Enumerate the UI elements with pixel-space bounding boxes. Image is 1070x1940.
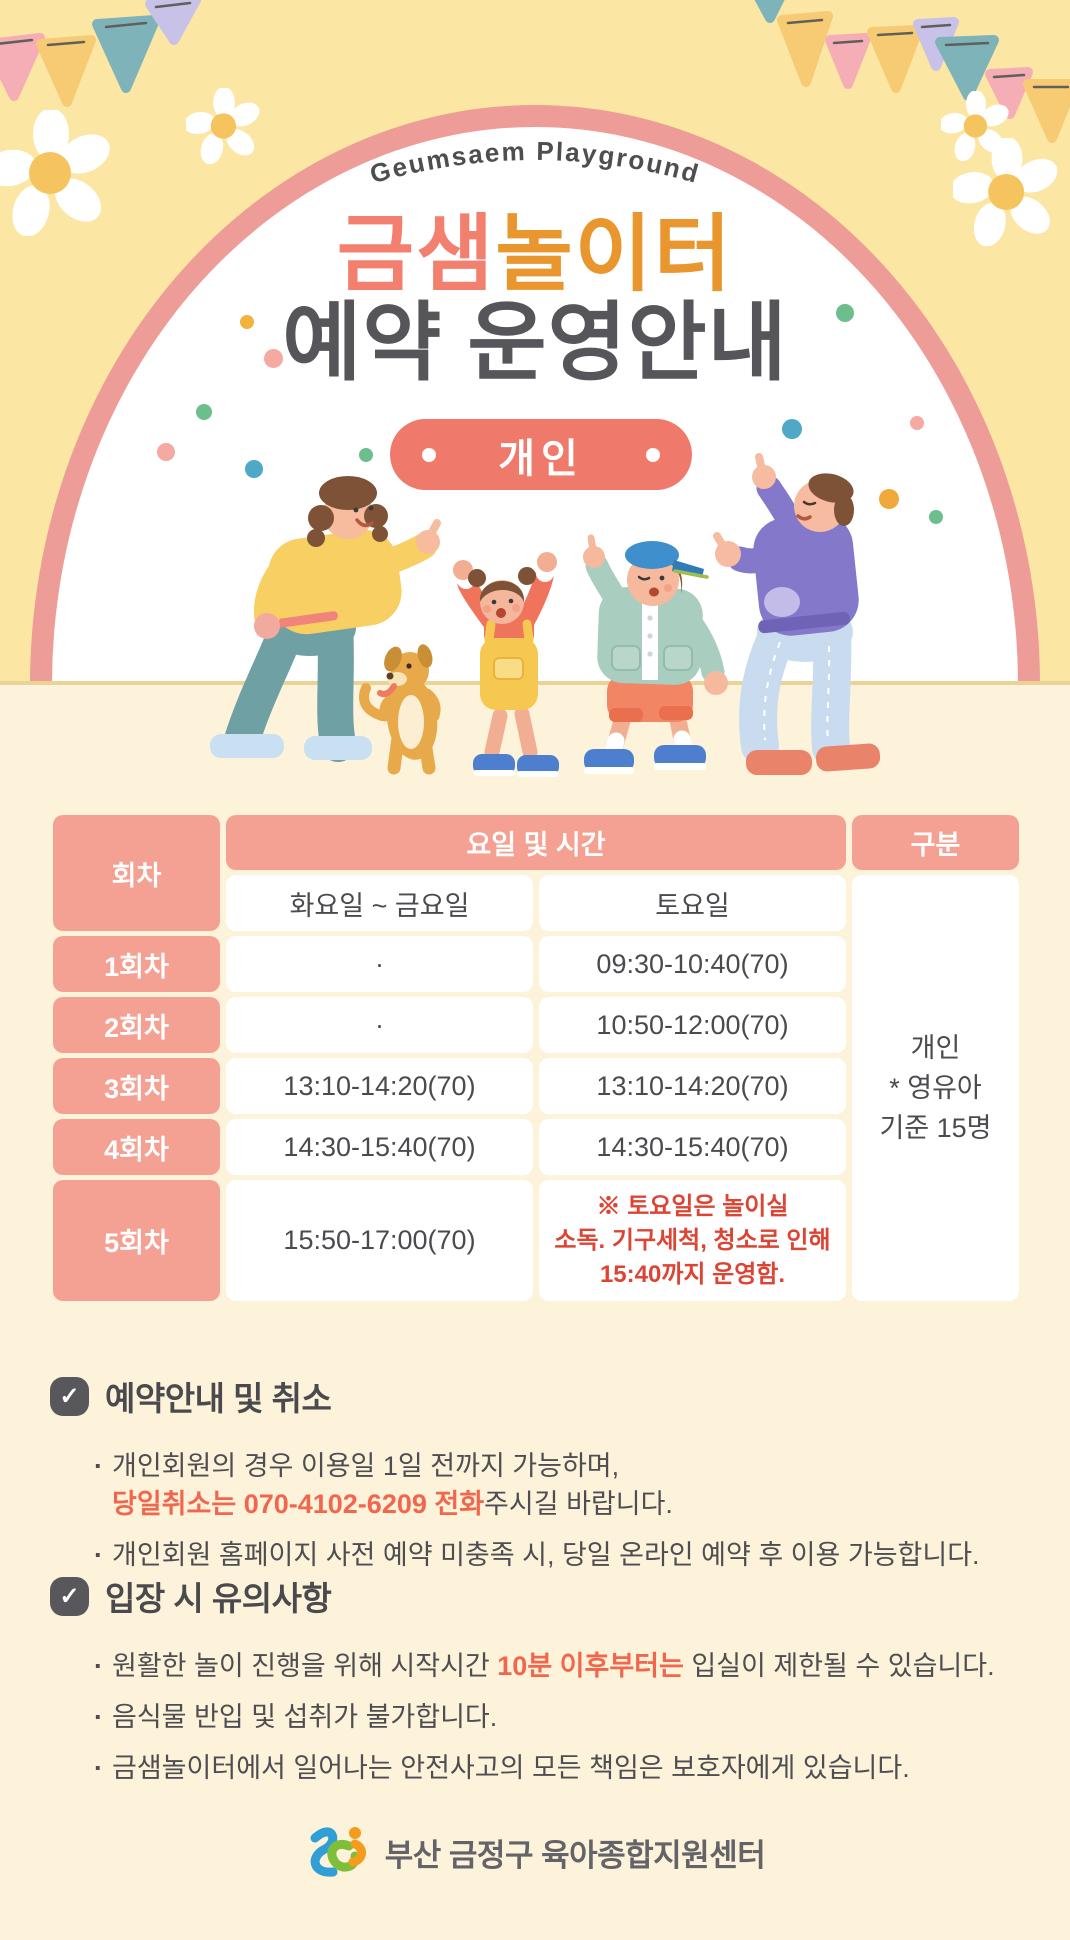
- bullet-text: 개인회원 홈페이지 사전 예약 미충족 시, 당일 온라인 예약 후 이용 가능…: [112, 1540, 980, 1570]
- confetti-dot-icon: [836, 304, 854, 322]
- confetti-dot-icon: [196, 404, 212, 420]
- daisy-flower-icon: [953, 138, 1058, 246]
- bullet-dot-icon: ·: [94, 1702, 103, 1732]
- daisy-flower-icon: [0, 110, 110, 236]
- confetti-dot-icon: [240, 315, 254, 329]
- dancing-family-illustration-icon: [210, 453, 881, 777]
- daisy-flower-icon: [941, 91, 1009, 161]
- table-cell-saturday: 13:10-14:20(70): [539, 1058, 846, 1114]
- badge-dot-icon: [422, 447, 436, 462]
- table-header-category: 구분: [852, 815, 1019, 870]
- badge-dot-icon: [646, 447, 660, 462]
- table-row-session: 4회차: [53, 1119, 220, 1175]
- notice-entry-precautions: ✓ 입장 시 유의사항 · 원활한 놀이 진행을 위해 시작시간 10분 이후부…: [50, 1572, 1025, 1787]
- table-cell-weekdays: 15:50-17:00(70): [226, 1180, 533, 1301]
- individual-badge: 개인: [390, 419, 692, 490]
- bullet-text: 음식물 반입 및 섭취가 불가합니다.: [112, 1702, 498, 1732]
- table-cell-saturday: 09:30-10:40(70): [539, 936, 846, 992]
- category-line: * 영유아: [889, 1073, 982, 1103]
- daisy-flower-icon: [186, 88, 260, 164]
- confetti-dot-icon: [879, 489, 899, 509]
- confetti-dot-icon: [245, 460, 263, 478]
- center-logo-icon: [310, 1827, 366, 1877]
- table-header-daytime: 요일 및 시간: [226, 815, 846, 870]
- notice-bullet: · 개인회원 홈페이지 사전 예약 미충족 시, 당일 온라인 예약 후 이용 …: [94, 1536, 1025, 1574]
- organization-name: 부산 금정구 육아종합지원센터: [384, 1837, 766, 1873]
- table-row-session: 3회차: [53, 1058, 220, 1114]
- dad-figure: [713, 453, 881, 775]
- bullet-dot-icon: ·: [94, 1451, 103, 1481]
- saturday-note-line: ※ 토요일은 놀이실: [596, 1192, 789, 1220]
- confetti-dot-icon: [910, 416, 924, 430]
- bullet-dot-icon: ·: [94, 1651, 103, 1681]
- bunting-right-icon: [754, 0, 1070, 143]
- mom-figure: [210, 476, 441, 762]
- table-cell-weekdays: 14:30-15:40(70): [226, 1119, 533, 1175]
- confetti-dot-icon: [264, 349, 283, 368]
- saturday-note-line: 소독. 기구세척, 청소로 인해: [554, 1226, 831, 1254]
- table-cell-weekdays: ·: [226, 997, 533, 1053]
- table-cell-weekdays: ·: [226, 936, 533, 992]
- notice-bullet: · 개인회원의 경우 이용일 1일 전까지 가능하며, 당일취소는 070-410…: [94, 1447, 1025, 1523]
- bullet-text: 개인회원의 경우 이용일 1일 전까지 가능하며, 당일취소는 070-4102-…: [112, 1451, 673, 1519]
- confetti-dot-icon: [157, 443, 175, 461]
- table-cell-saturday: 10:50-12:00(70): [539, 997, 846, 1053]
- check-icon: ✓: [50, 1576, 89, 1616]
- bullet-dot-icon: ·: [94, 1753, 103, 1783]
- table-cell-weekdays: 13:10-14:20(70): [226, 1058, 533, 1114]
- bunting-left-icon: [0, 0, 201, 107]
- bullet-text: 원활한 놀이 진행을 위해 시작시간 10분 이후부터는 입실이 제한될 수 있…: [112, 1651, 995, 1681]
- notice-bullet: · 원활한 놀이 진행을 위해 시작시간 10분 이후부터는 입실이 제한될 수…: [94, 1647, 1025, 1685]
- table-row-session: 1회차: [53, 936, 220, 992]
- highlighted-time-text: 10분 이후부터는: [497, 1651, 684, 1681]
- notice-reservation-cancel: ✓ 예약안내 및 취소 · 개인회원의 경우 이용일 1일 전까지 가능하며, 당…: [50, 1372, 1025, 1574]
- saturday-note-line: 15:40까지 운영함.: [599, 1260, 786, 1288]
- category-line: 기준 15명: [879, 1113, 992, 1143]
- svg-text:· Geumsaem Playground ·: · Geumsaem Playground ·: [370, 122, 700, 189]
- highlighted-phone-text: 당일취소는 070-4102-6209 전화: [112, 1489, 485, 1519]
- title-part-coral: 금샘: [336, 207, 496, 301]
- tagline-text: · Geumsaem Playground ·: [370, 122, 700, 189]
- bullet-dot-icon: ·: [94, 1540, 103, 1570]
- table-header-session: 회차: [53, 815, 220, 931]
- table-subheader-weekdays: 화요일 ~ 금요일: [226, 875, 533, 931]
- badge-label: 개인: [498, 436, 584, 481]
- title-part-orange: 놀이터: [495, 207, 734, 301]
- table-cell-category: 개인 * 영유아 기준 15명: [852, 875, 1019, 1301]
- table-row-session: 2회차: [53, 997, 220, 1053]
- table-cell-saturday: 14:30-15:40(70): [539, 1119, 846, 1175]
- table-row-session: 5회차: [53, 1180, 220, 1301]
- notice-heading: ✓ 예약안내 및 취소: [50, 1372, 1025, 1420]
- boy-figure: [583, 534, 728, 774]
- footer: 부산 금정구 육아종합지원센터: [0, 1824, 1070, 1880]
- table-cell-saturday-note: ※ 토요일은 놀이실 소독. 기구세척, 청소로 인해 15:40까지 운영함.: [539, 1180, 846, 1301]
- notice-bullet: · 음식물 반입 및 섭취가 불가합니다.: [94, 1698, 1025, 1736]
- girl-figure: [453, 552, 559, 777]
- dog-figure: [359, 644, 441, 775]
- poster-subtitle: 예약 운영안내: [282, 295, 788, 391]
- poster-title: 금샘놀이터: [0, 212, 1070, 296]
- confetti-dot-icon: [929, 510, 943, 524]
- notice-title: 예약안내 및 취소: [105, 1380, 332, 1417]
- confetti-dot-icon: [782, 419, 802, 439]
- confetti-dot-icon: [359, 448, 373, 462]
- bullet-text: 금샘놀이터에서 일어나는 안전사고의 모든 책임은 보호자에게 있습니다.: [112, 1753, 910, 1783]
- category-line: 개인: [910, 1033, 961, 1063]
- notice-heading: ✓ 입장 시 유의사항: [50, 1572, 1025, 1620]
- check-icon: ✓: [50, 1376, 89, 1416]
- table-subheader-saturday: 토요일: [539, 875, 846, 931]
- notice-bullet: · 금샘놀이터에서 일어나는 안전사고의 모든 책임은 보호자에게 있습니다.: [94, 1749, 1025, 1787]
- tagline-curved-text: · Geumsaem Playground ·: [370, 122, 700, 189]
- schedule-table: 회차 요일 및 시간 구분 화요일 ~ 금요일 토요일 개인 * 영유아 기준 …: [53, 815, 1019, 1301]
- notice-title: 입장 시 유의사항: [105, 1580, 332, 1617]
